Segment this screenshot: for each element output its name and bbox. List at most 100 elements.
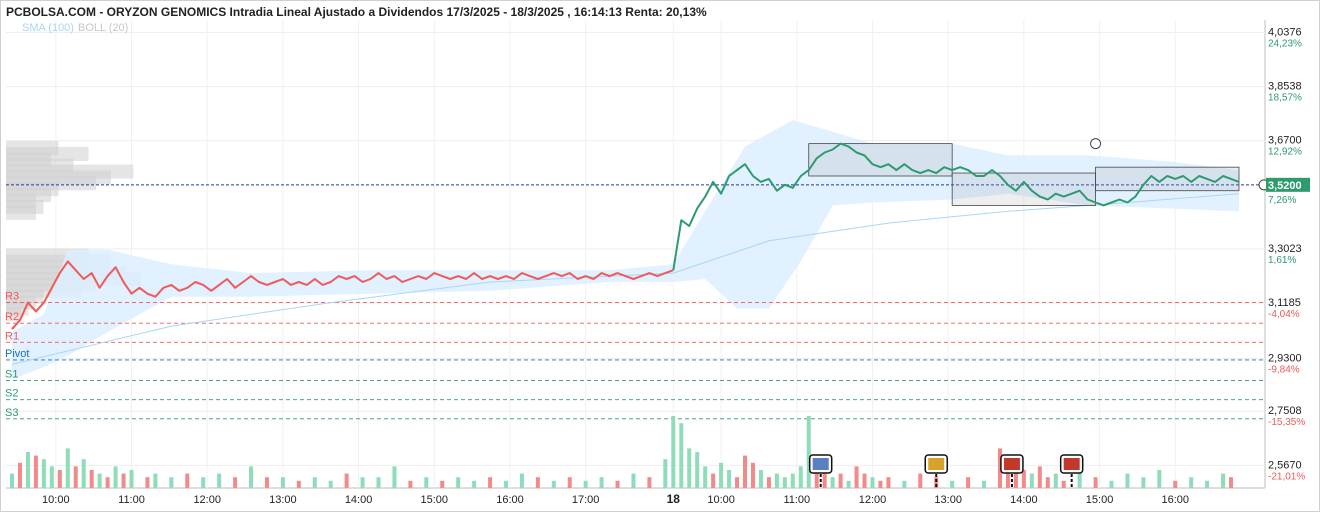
x-axis: 10:00 11:00 12:00 13:00 14:00 15:00 16:00 17:00… (42, 492, 1189, 506)
range-boxes (808, 138, 1270, 206)
volume-bar (185, 473, 190, 488)
volume-bar (296, 480, 301, 488)
volume-bar (782, 477, 787, 488)
pivot-level-label: S1 (5, 369, 18, 381)
volume-bar (105, 477, 110, 488)
boll-legend-label[interactable]: BOLL (20) (78, 22, 128, 34)
volume-bar (1021, 470, 1026, 488)
volume-bar (169, 477, 174, 488)
volume-bar (344, 473, 349, 488)
pivot-level-label: S2 (5, 388, 18, 400)
volume-bar (89, 470, 94, 488)
volume-profile-bar (6, 205, 36, 220)
volume-bar (1037, 466, 1042, 488)
volume-bar (1173, 480, 1178, 488)
volume-bar (57, 470, 62, 488)
pivot-level-label: R3 (5, 291, 19, 303)
range-box-handle (1090, 138, 1102, 150)
volume-bar (392, 466, 397, 488)
volume-bar (966, 477, 971, 488)
volume-bar (735, 477, 740, 488)
volume-bar (33, 455, 38, 488)
volume-bar (695, 452, 700, 488)
pivot-level-label: S3 (5, 407, 18, 419)
y-tick-percent: -15,35% (1268, 417, 1305, 428)
x-tick-label: 10:00 (42, 494, 70, 506)
volume-bar (567, 477, 572, 488)
volume-bar (1013, 466, 1018, 488)
volume-bar (790, 473, 795, 488)
x-tick-label: 12:00 (859, 494, 887, 506)
volume-bar (1229, 477, 1234, 488)
x-tick-label: 15:00 (1086, 494, 1114, 506)
volume-bar (73, 466, 78, 488)
volume-bar (854, 466, 859, 488)
x-tick-label: 17:00 (572, 494, 600, 506)
volume-bar (687, 448, 692, 488)
volume-bar (822, 473, 827, 488)
x-tick-label: 14:00 (1010, 494, 1038, 506)
volume-bar (17, 462, 22, 488)
volume-bar (145, 477, 150, 488)
volume-bar (41, 459, 46, 488)
volume-bar (838, 473, 843, 488)
us-flag-icon (1003, 458, 1020, 470)
volume-bar (121, 473, 126, 488)
volume-bar (472, 480, 477, 488)
volume-bar (814, 466, 819, 488)
x-tick-label: 14:00 (345, 494, 373, 506)
x-tick-label: 11:00 (783, 494, 810, 506)
volume-bar (312, 477, 317, 488)
volume-bar (774, 473, 779, 488)
sma-legend-label[interactable]: SMA (100) (22, 22, 74, 34)
x-tick-label: 16:00 (496, 494, 524, 506)
volume-bar (424, 477, 429, 488)
volume-bar (1157, 470, 1162, 488)
volume-bar (535, 477, 540, 488)
volume-bar (997, 448, 1002, 488)
volume-bar (503, 480, 508, 488)
volume-bar (201, 477, 206, 488)
volume-bar (615, 480, 620, 488)
volume-bar (766, 477, 771, 488)
volume-bar (1093, 477, 1098, 488)
last-price-box (1266, 177, 1310, 192)
volume-bar (1061, 480, 1066, 488)
volume-bar (798, 466, 803, 488)
volume-bar (551, 480, 556, 488)
y-tick-percent: 24,23% (1268, 38, 1302, 49)
y-tick-label: 2,9300 (1268, 352, 1302, 364)
y-tick-percent: 18,57% (1268, 93, 1302, 104)
y-tick-label: 3,8538 (1268, 81, 1302, 93)
volume-bar (830, 477, 835, 488)
x-tick-label: 13:00 (934, 494, 962, 506)
volume-bar (97, 473, 102, 488)
volume-bar (408, 480, 413, 488)
volume-bar (1109, 480, 1114, 488)
volume-bar (846, 480, 851, 488)
volume-bar (1205, 480, 1210, 488)
volume-profile-bar (6, 307, 21, 322)
volume-bar (1125, 473, 1130, 488)
pivot-level-label: Pivot (5, 348, 29, 360)
volume-bar (440, 480, 445, 488)
y-tick-label: 3,3023 (1268, 243, 1302, 255)
y-tick-label: 4,0376 (1268, 26, 1302, 38)
volume-bar (982, 480, 987, 488)
volume-bar (719, 462, 724, 488)
y-tick-label: 2,7508 (1268, 405, 1302, 417)
volume-bar (280, 477, 285, 488)
volume-bar (647, 477, 652, 488)
volume-bar (750, 462, 755, 488)
volume-bar (679, 423, 684, 488)
volume-bar (360, 477, 365, 488)
y-tick-label: 3,1185 (1268, 297, 1301, 309)
y-tick-percent: -21,01% (1268, 471, 1305, 482)
price-line-segment (11, 260, 674, 330)
volume-bar (249, 466, 254, 488)
chart-title: PCBOLSA.COM - ORYZON GENOMICS Intradia L… (6, 5, 707, 19)
y-tick-label: 3,6700 (1268, 135, 1302, 147)
volume-bar (918, 473, 923, 488)
